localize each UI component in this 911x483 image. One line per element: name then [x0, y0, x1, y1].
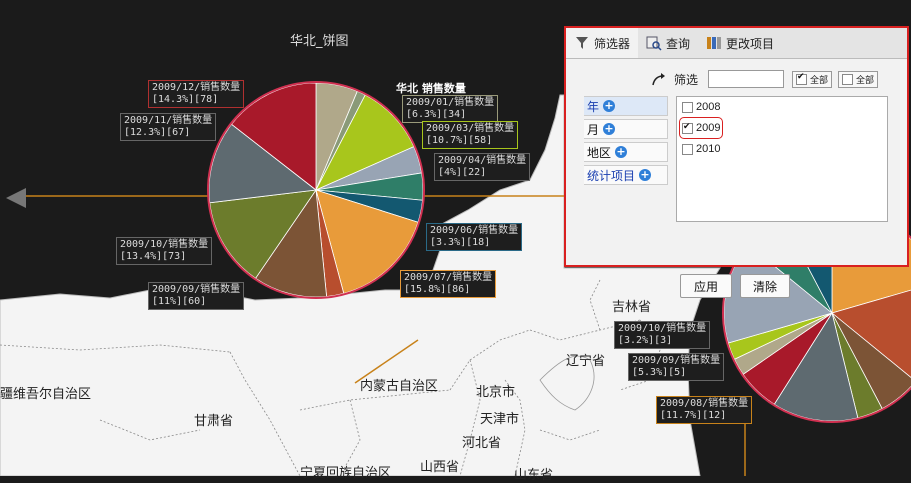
dimension-year[interactable]: 年 +: [584, 96, 668, 116]
pie-slice-1[interactable]: [831, 283, 911, 381]
map-label-ningxia: 宁夏回族自治区: [300, 466, 392, 481]
data-label-r-oct: 2009/10/销售数量 [3.2%][3]: [614, 321, 711, 349]
year-option-2010[interactable]: 2010: [677, 139, 887, 159]
checkbox[interactable]: [682, 121, 693, 134]
map-label-liaoning: 辽宁省: [566, 354, 606, 369]
map-coast: [539, 355, 595, 411]
tab-filter[interactable]: 筛选器: [566, 28, 639, 58]
year-option-2008[interactable]: 2008: [677, 97, 887, 117]
query-icon: [646, 36, 662, 51]
map-label-tianjin: 天津市: [480, 412, 520, 427]
connector-line-3: [354, 339, 419, 384]
map-label-jilin: 吉林省: [612, 300, 652, 315]
data-label-sep: 2009/09/销售数量 [11%][60]: [148, 282, 245, 310]
add-icon[interactable]: +: [639, 168, 652, 181]
checkbox[interactable]: [682, 143, 693, 155]
data-label-jul: 2009/07/销售数量 [15.8%][86]: [400, 270, 497, 298]
data-label-apr: 2009/04/销售数量 [4%][22]: [434, 153, 531, 181]
select-all-checked-button[interactable]: 全部: [792, 70, 833, 88]
data-label-mar: 2009/03/销售数量 [10.7%][58]: [422, 121, 519, 149]
map-label-hebei: 河北省: [462, 436, 502, 451]
data-label-jan: 2009/01/销售数量 [6.3%][34]: [402, 95, 499, 123]
add-icon[interactable]: +: [603, 122, 616, 135]
data-label-r-aug: 2009/08/销售数量 [11.7%][12]: [656, 396, 753, 424]
filter-row: 筛选 全部 全部: [674, 68, 899, 90]
filter-label: 筛选: [674, 72, 699, 87]
chart-title: 华北_饼图: [290, 34, 349, 49]
filter-input[interactable]: [708, 70, 785, 88]
pie-outline: [207, 81, 425, 299]
refresh-icon[interactable]: [650, 72, 666, 88]
columns-icon: [707, 37, 722, 49]
pie-slice-2[interactable]: [315, 94, 415, 191]
filter-box: 筛选 全部 全部 2008 2009 2010 应用 清除: [674, 68, 899, 298]
pie-slice-8[interactable]: [254, 188, 328, 298]
dimension-month[interactable]: 月 +: [584, 119, 668, 139]
panel-tabbar: 筛选器 查询 更改项目: [566, 28, 907, 59]
pie-slice-10[interactable]: [208, 123, 318, 204]
select-all-unchecked-button[interactable]: 全部: [838, 70, 879, 88]
map-label-gansu: 甘肃省: [194, 414, 234, 429]
tab-change-items[interactable]: 更改项目: [698, 28, 782, 58]
add-icon[interactable]: +: [615, 145, 628, 158]
north-china-pie[interactable]: [207, 81, 425, 299]
funnel-icon: [576, 37, 588, 49]
clear-button[interactable]: 清除: [740, 274, 790, 298]
apply-button[interactable]: 应用: [680, 274, 732, 298]
map-label-shandong: 山东省: [514, 468, 554, 483]
pie-slice-4[interactable]: [773, 311, 859, 422]
pie-inner-title: 华北 销售数量: [396, 82, 466, 95]
data-label-dec: 2009/12/销售数量 [14.3%][78]: [148, 80, 245, 108]
dimension-stat-items[interactable]: 统计项目 +: [584, 165, 668, 185]
pie-slice-11[interactable]: [231, 82, 317, 191]
pie-slice-9[interactable]: [209, 189, 317, 279]
data-label-jun: 2009/06/销售数量 [3.3%][18]: [426, 223, 523, 251]
pie-slice-6[interactable]: [315, 189, 419, 294]
map-label-xinjiang: 疆维吾尔自治区: [0, 387, 92, 402]
data-label-nov: 2009/11/销售数量 [12.3%][67]: [120, 113, 217, 141]
arrow-head[interactable]: [6, 188, 26, 208]
dimension-region[interactable]: 地区 +: [584, 142, 668, 162]
dimension-list: 年 + 月 + 地区 + 统计项目 +: [584, 96, 668, 188]
checkbox[interactable]: [682, 101, 693, 113]
filter-panel: 筛选器 查询 更改项目 年+ 月+ 地区+ 统计项目+ 筛选 全部 全部: [564, 26, 909, 298]
map-borders: [0, 279, 661, 476]
map-label-neimenggu: 内蒙古自治区: [360, 379, 439, 394]
year-option-2009[interactable]: 2009: [679, 117, 723, 139]
map-label-shanxi: 山西省: [420, 460, 460, 475]
tab-query[interactable]: 查询: [638, 28, 698, 58]
add-icon[interactable]: +: [603, 99, 616, 112]
checkbox-icon: [842, 73, 854, 85]
data-label-oct: 2009/10/销售数量 [13.4%][73]: [116, 237, 213, 265]
year-value-list: 2008 2009 2010: [676, 96, 888, 222]
map-label-beijing: 北京市: [476, 385, 516, 400]
checkbox-icon: [796, 72, 808, 85]
data-label-r-sep: 2009/09/销售数量 [5.3%][5]: [628, 353, 725, 381]
